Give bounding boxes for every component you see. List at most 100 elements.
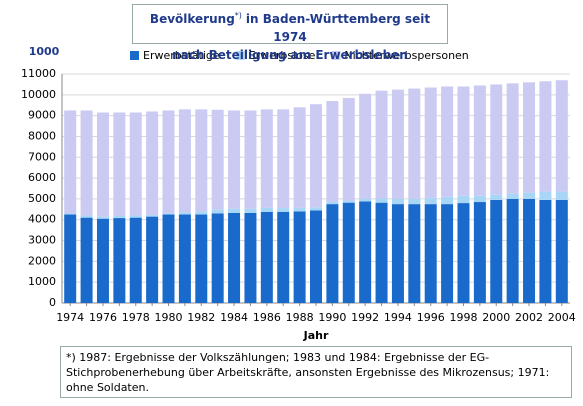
footnote-line: Stichprobenerhebung über Arbeitskräfte, … [66, 366, 550, 379]
bar-segment [113, 112, 126, 216]
bar-segment [195, 109, 208, 212]
title-text: Bevölkerung [149, 12, 235, 26]
bar-segment [506, 83, 519, 194]
bar-segment [211, 109, 224, 210]
legend-swatch [235, 51, 245, 60]
bar-segment [375, 90, 388, 199]
x-tick-label: 1982 [187, 311, 215, 324]
bar-segment [441, 204, 454, 303]
bar-segment [441, 86, 454, 197]
bar-segment [375, 202, 388, 303]
bar-segment [391, 204, 404, 303]
y-tick-label: 8000 [28, 129, 56, 142]
bar-segment [113, 215, 126, 219]
bar-segment [408, 88, 421, 199]
bar-segment [178, 212, 191, 215]
bar-segment [162, 214, 175, 303]
bar-segment [408, 204, 421, 303]
bar-segment [162, 213, 175, 215]
legend-label: Erwerbstätige [143, 49, 220, 62]
bar-segment [473, 202, 486, 303]
title-text: in Baden-Württemberg seit 1974 [245, 12, 431, 44]
y-tick-label: 1000 [28, 275, 56, 288]
bar-segment [539, 191, 552, 200]
bar-segment [195, 214, 208, 303]
bar-segment [457, 203, 470, 303]
bar-segment [342, 97, 355, 201]
y-unit: 1000 [29, 45, 60, 58]
title-superscript: *) [234, 11, 242, 20]
y-tick-label: 4000 [28, 213, 56, 226]
x-tick-label: 1992 [351, 311, 379, 324]
bar-segment [326, 101, 339, 202]
bar-segment [326, 201, 339, 205]
footnote-line: *) 1987: Ergebnisse der Volkszählungen; … [66, 351, 490, 364]
y-tick-label: 10000 [21, 88, 56, 101]
bar-segment [310, 207, 322, 211]
bar-segment [310, 104, 322, 208]
legend-swatch [130, 51, 139, 60]
chart-title: Bevölkerung*) in Baden-Württemberg seit 1… [132, 4, 448, 62]
bar-segment [359, 93, 372, 199]
footnote-line: ohne Soldaten. [66, 381, 149, 394]
bar-segment [260, 211, 273, 303]
bar-segment [473, 195, 486, 203]
bar-segment [424, 87, 437, 198]
footnote: *) 1987: Ergebnisse der Volkszählungen; … [60, 346, 572, 398]
bar-segment [555, 191, 568, 200]
bar-segment [211, 213, 224, 303]
bar-segment [457, 86, 470, 196]
bar-segment [441, 196, 454, 205]
bar-segment [244, 208, 257, 213]
x-tick-label: 1986 [253, 311, 281, 324]
y-tick-label: 3000 [28, 234, 56, 247]
bar-segment [506, 193, 519, 199]
bar-segment [523, 82, 536, 193]
bar-segment [293, 207, 306, 212]
bar-segment [80, 217, 93, 303]
x-tick-label: 1978 [122, 311, 150, 324]
bar-segment [506, 198, 519, 303]
x-tick-label: 2002 [515, 311, 543, 324]
bar-segment [96, 216, 109, 219]
bar-segment [195, 211, 208, 215]
bar-segment [96, 112, 109, 217]
x-tick-label: 1974 [56, 311, 84, 324]
bar-segment [391, 198, 404, 205]
bar-segment [96, 218, 109, 303]
bar-segment [178, 109, 191, 213]
x-tick-label: 1984 [220, 311, 248, 324]
bar-segment [146, 111, 159, 215]
bar-segment [539, 81, 552, 192]
bar-segment [555, 80, 568, 192]
x-tick-label: 1998 [449, 311, 477, 324]
y-tick-label: 6000 [28, 171, 56, 184]
x-tick-label: 1988 [286, 311, 314, 324]
bar-segment [457, 195, 470, 204]
bar-segment [424, 204, 437, 303]
bar-segment [539, 199, 552, 303]
bar-segment [473, 85, 486, 196]
legend-label: Erwerbslose [249, 49, 316, 62]
bar-segment [424, 197, 437, 205]
bar-segment [178, 214, 191, 303]
x-tick-label: 2004 [548, 311, 576, 324]
bar-segment [523, 192, 536, 199]
x-tick-label: 1994 [384, 311, 412, 324]
y-tick-label: 11000 [21, 67, 56, 80]
bar-segment [228, 110, 241, 209]
bar-segment [310, 210, 322, 303]
bar-segment [277, 109, 290, 209]
bar-segment [375, 198, 388, 203]
bar-segment [244, 110, 257, 209]
bar-segment [80, 110, 93, 216]
bar-segment [146, 214, 159, 217]
bar-segment [408, 198, 421, 205]
bar-segment [162, 110, 175, 214]
bar-segment [211, 209, 224, 214]
bar-segment [277, 211, 290, 303]
x-tick-label: 2000 [482, 311, 510, 324]
bar-segment [490, 194, 503, 200]
bar-segment [277, 208, 290, 212]
